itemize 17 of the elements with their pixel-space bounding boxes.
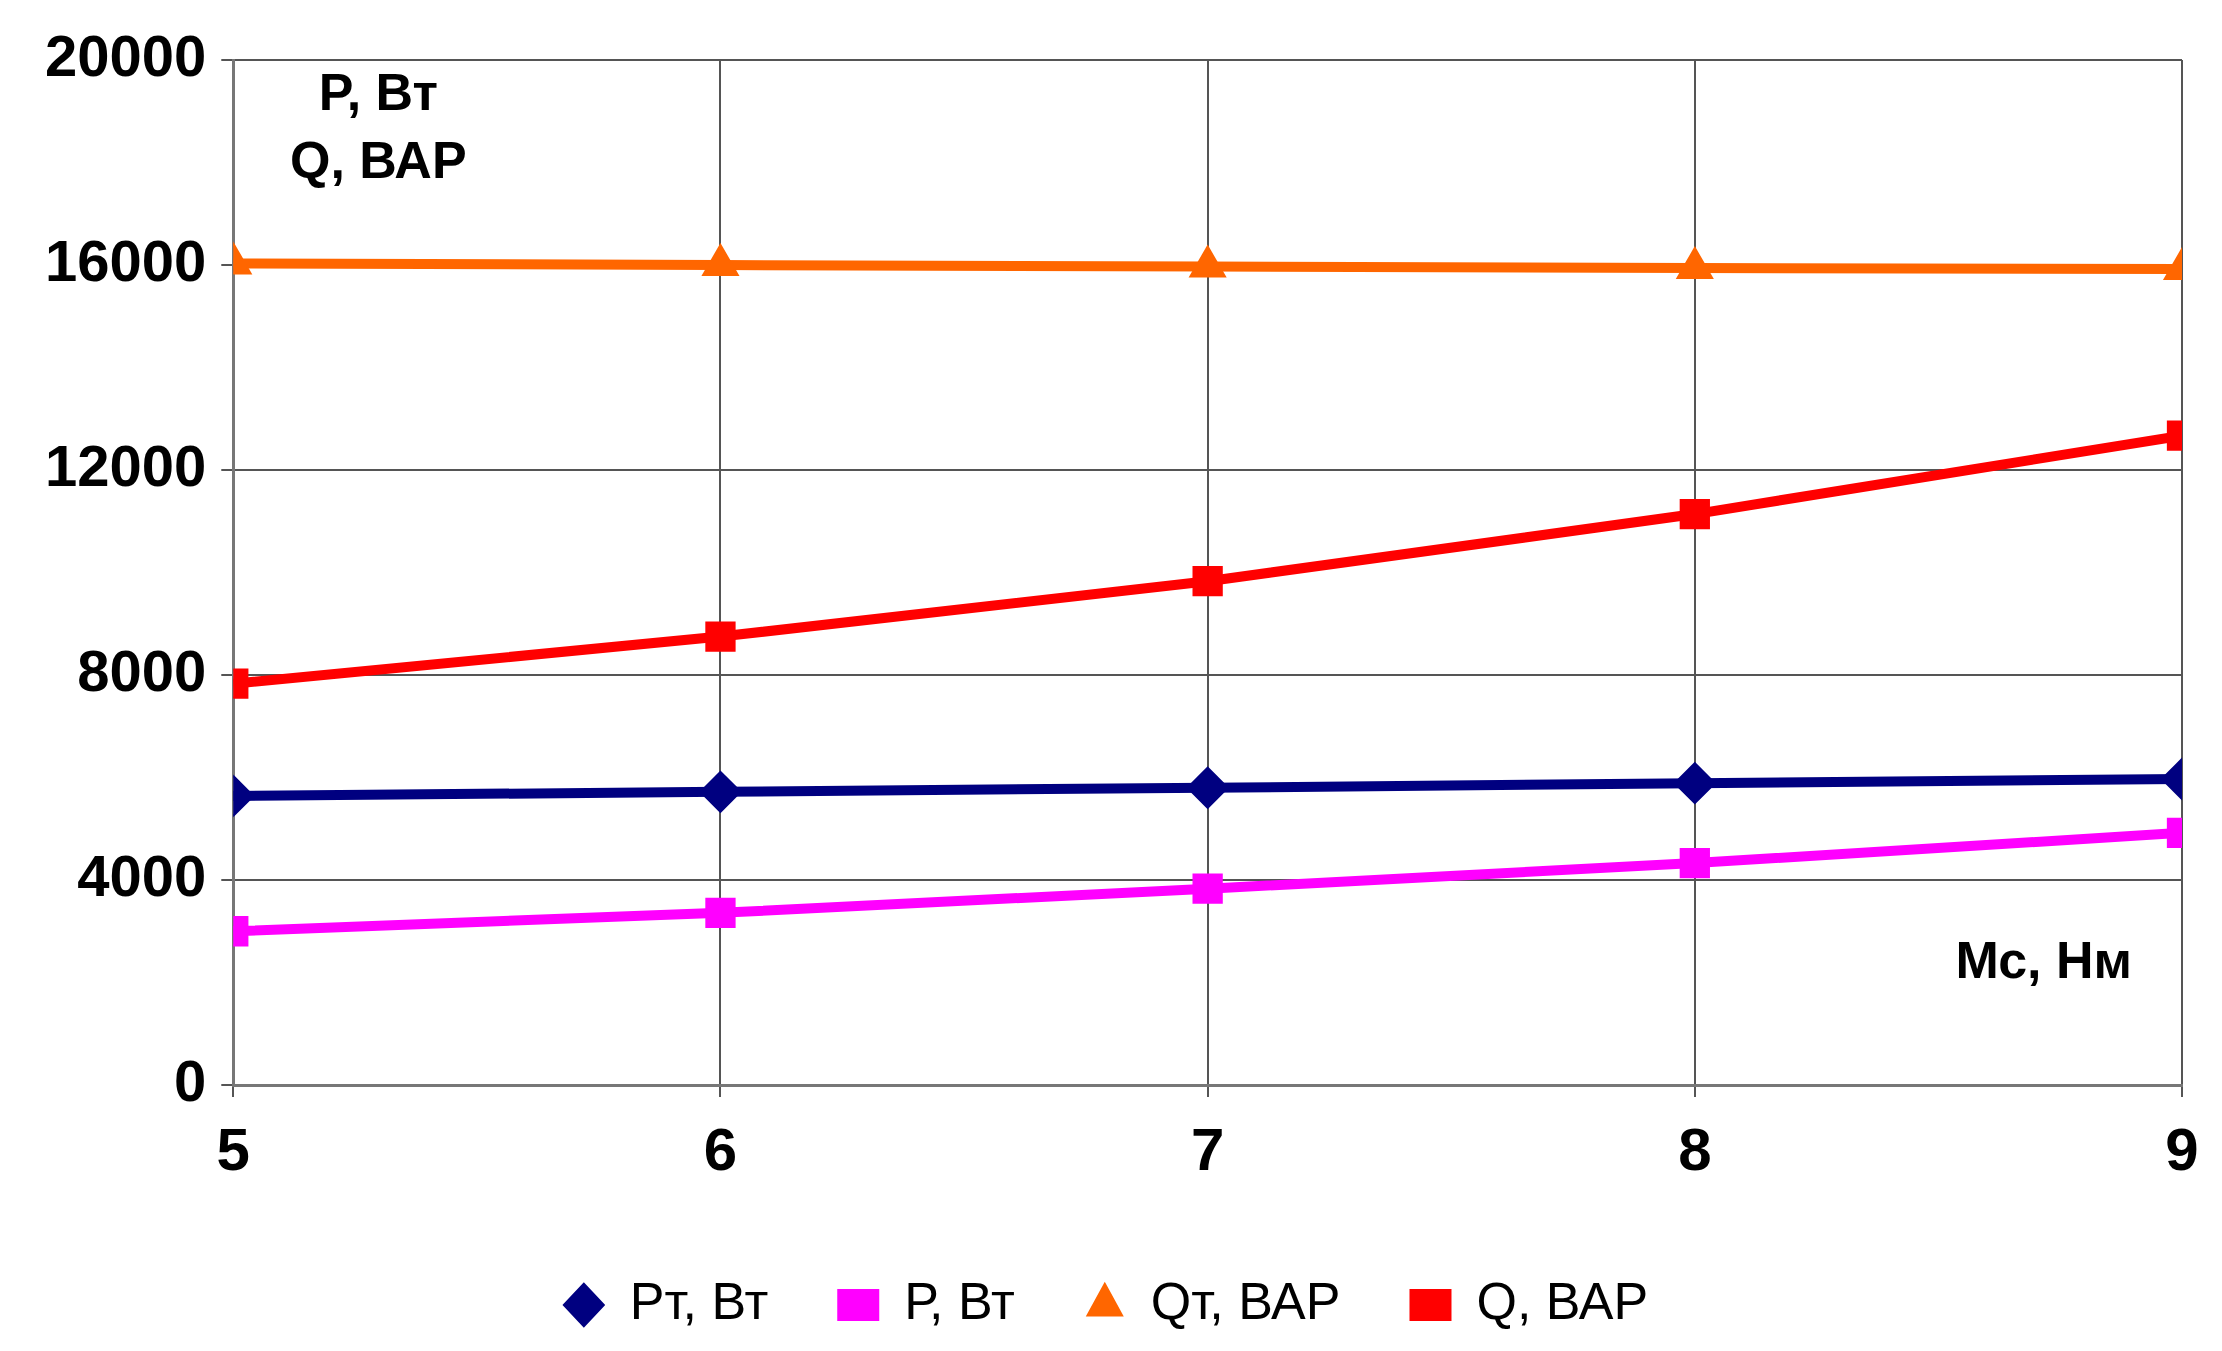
y-axis-title: P, Вт Q, ВАР bbox=[290, 63, 467, 190]
x-tick-label: 5 bbox=[216, 1115, 250, 1183]
legend-label: Р, Вт bbox=[904, 1272, 1015, 1331]
x-axis-title: Мс, Нм bbox=[1955, 931, 2132, 990]
y-tick-label: 0 bbox=[174, 1048, 207, 1113]
y-tick-label: 12000 bbox=[44, 433, 207, 498]
legend-label: Qт, ВАР bbox=[1150, 1272, 1341, 1331]
x-tick-label: 9 bbox=[2165, 1115, 2199, 1183]
y-tick-label: 20000 bbox=[44, 23, 207, 88]
x-tick-label: 6 bbox=[703, 1115, 738, 1183]
y-tick-label: 4000 bbox=[77, 843, 207, 908]
y-tick-label: 16000 bbox=[44, 228, 207, 293]
legend-label: Q, ВАР bbox=[1476, 1272, 1649, 1331]
x-tick-label: 7 bbox=[1190, 1115, 1225, 1183]
x-tick-label: 8 bbox=[1678, 1115, 1712, 1183]
y-tick-label: 8000 bbox=[77, 638, 207, 703]
legend-label: Рт, Вт bbox=[629, 1272, 769, 1331]
